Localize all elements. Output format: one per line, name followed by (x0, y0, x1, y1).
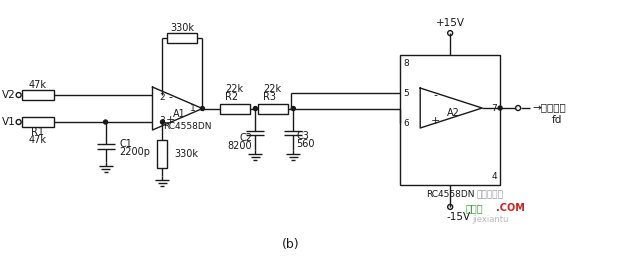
Text: -: - (433, 90, 437, 100)
Text: A1: A1 (173, 109, 186, 118)
Circle shape (291, 106, 296, 110)
Bar (22, 117, 54, 127)
Circle shape (498, 106, 502, 110)
Text: -15V: -15V (446, 212, 470, 222)
Text: 47k: 47k (28, 80, 47, 90)
Text: C2: C2 (239, 133, 252, 144)
Circle shape (160, 120, 165, 124)
Text: -: - (168, 92, 173, 102)
Text: R3: R3 (263, 92, 276, 102)
Bar (220, 104, 251, 114)
Text: 8: 8 (404, 58, 409, 68)
Text: 7: 7 (491, 104, 497, 112)
Circle shape (201, 106, 204, 110)
Text: 3: 3 (159, 116, 165, 124)
Bar (400, 55, 500, 185)
Text: 接线图: 接线图 (465, 203, 483, 213)
Text: V1: V1 (2, 117, 15, 127)
Text: 2200p: 2200p (120, 147, 151, 157)
Text: 330k: 330k (175, 149, 199, 159)
Text: 6: 6 (404, 118, 409, 128)
Text: →解调输出: →解调输出 (532, 102, 566, 112)
Text: V2: V2 (2, 90, 15, 100)
Bar (259, 104, 288, 114)
Text: C1: C1 (120, 139, 133, 149)
Text: +: + (431, 116, 440, 126)
Bar (22, 90, 54, 100)
Text: C3: C3 (296, 132, 309, 141)
Text: 4: 4 (491, 173, 497, 181)
Text: (b): (b) (281, 238, 299, 251)
Text: 5: 5 (404, 88, 409, 98)
Text: 330k: 330k (170, 23, 194, 33)
Bar (157, 140, 167, 168)
Text: 8200: 8200 (228, 141, 252, 151)
Text: jiexiantu: jiexiantu (472, 215, 508, 224)
Circle shape (104, 120, 107, 124)
Text: RC4558DN: RC4558DN (426, 191, 474, 199)
Text: 47k: 47k (28, 135, 47, 145)
Text: 2: 2 (159, 93, 165, 102)
Text: +: + (166, 115, 175, 125)
Text: fd: fd (552, 115, 563, 125)
Text: R1: R1 (31, 127, 44, 137)
Text: +15V: +15V (436, 18, 465, 28)
Bar (167, 33, 197, 43)
Text: 22k: 22k (225, 84, 244, 93)
Text: A2: A2 (447, 108, 460, 118)
Text: R2: R2 (225, 92, 239, 102)
Text: 560: 560 (296, 139, 315, 150)
Text: 1: 1 (189, 104, 196, 113)
Text: 22k: 22k (263, 84, 281, 93)
Text: .COM: .COM (495, 203, 524, 213)
Text: RC4558DN: RC4558DN (164, 122, 212, 131)
Text: 电子发烧友: 电子发烧友 (477, 191, 503, 199)
Circle shape (254, 106, 257, 110)
